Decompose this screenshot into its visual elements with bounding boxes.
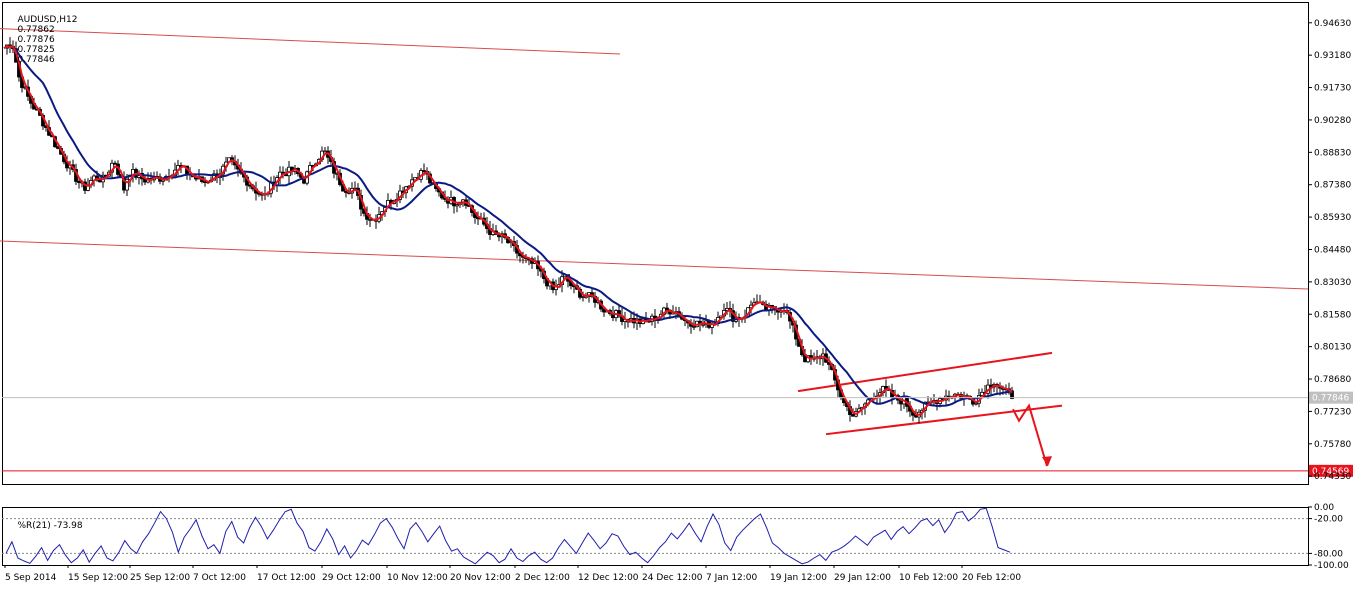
candle-body [581, 296, 585, 298]
current-price-label: 0.77846 [1312, 394, 1349, 404]
x-tick-label: 2 Dec 12:00 [515, 573, 570, 583]
wpr-header: %R(21) -73.98 [6, 511, 83, 541]
fast-moving-average [3, 45, 1013, 416]
wpr-y-tick-label: -20.00 [1314, 515, 1343, 525]
price-frame [2, 2, 1309, 485]
candle-body [77, 180, 81, 183]
level-price-box [1309, 464, 1353, 477]
candle-body [1010, 390, 1014, 399]
candle-body [98, 179, 102, 183]
y-tick-label: 0.83030 [1314, 278, 1351, 288]
y-tick-label: 0.75780 [1314, 440, 1351, 450]
wpr-y-tick-label: -80.00 [1314, 549, 1343, 559]
candle-body [113, 162, 117, 165]
symbol-title: AUDUSD,H12 [17, 15, 78, 25]
y-tick-label: 0.77230 [1314, 407, 1351, 417]
x-tick-label: 17 Oct 12:00 [257, 573, 316, 583]
wpr-frame [2, 507, 1309, 566]
y-tick-label: 0.81580 [1314, 310, 1351, 320]
y-tick-label: 0.88830 [1314, 148, 1351, 158]
quote-open: 0.77862 [17, 25, 55, 35]
y-tick-label: 0.91730 [1314, 84, 1351, 94]
x-tick-label: 10 Nov 12:00 [387, 573, 448, 583]
candle-body [617, 310, 621, 317]
quote-high: 0.77876 [17, 35, 55, 45]
current-price-box [1309, 391, 1353, 404]
y-tick-label: 0.84480 [1314, 245, 1351, 255]
candle-body [692, 325, 696, 328]
candle-body [974, 402, 978, 405]
x-tick-label: 12 Dec 12:00 [578, 573, 639, 583]
y-tick-label: 0.94630 [1314, 19, 1351, 29]
trend-line [825, 404, 1063, 436]
x-tick-label: 10 Feb 12:00 [899, 573, 958, 583]
x-tick-label: 29 Oct 12:00 [322, 573, 381, 583]
forecast-arrow-path [1012, 403, 1048, 467]
x-tick-label: 19 Jan 12:00 [770, 573, 827, 583]
slow-moving-average [3, 45, 1012, 408]
x-tick-label: 5 Sep 2014 [5, 573, 57, 583]
y-tick-label: 0.90280 [1314, 116, 1351, 126]
y-tick-label: 0.74330 [1314, 472, 1351, 482]
quote-close: 0.77846 [17, 55, 55, 65]
x-tick-label: 25 Sep 12:00 [130, 573, 190, 583]
wpr-y-tick-label: 0.00 [1314, 503, 1334, 513]
x-tick-label: 29 Jan 12:00 [834, 573, 891, 583]
x-tick-label: 15 Sep 12:00 [68, 573, 128, 583]
candle-body [455, 204, 459, 207]
candle-body [422, 170, 426, 172]
x-tick-label: 7 Jan 12:00 [706, 573, 758, 583]
candle-body [323, 150, 327, 153]
forecast-arrow-head [1042, 456, 1052, 467]
wpr-line [5, 507, 1011, 565]
y-tick-label: 0.87380 [1314, 181, 1351, 191]
candle-body [851, 414, 855, 417]
candle-body [368, 218, 372, 221]
trend-line [0, 28, 621, 55]
x-tick-label: 20 Feb 12:00 [962, 573, 1021, 583]
wpr-y-tick-label: -100.00 [1314, 561, 1349, 571]
x-tick-label: 7 Oct 12:00 [193, 573, 246, 583]
y-tick-label: 0.93180 [1314, 51, 1351, 61]
chart-header: AUDUSD,H12 0.77862 0.77876 0.77825 0.778… [6, 5, 77, 75]
level-price-label: 0.74569 [1312, 467, 1349, 477]
candle-body [125, 178, 129, 191]
y-tick-label: 0.85930 [1314, 213, 1351, 223]
y-tick-label: 0.78680 [1314, 375, 1351, 385]
quote-low: 0.77825 [17, 45, 55, 55]
x-tick-label: 24 Dec 12:00 [642, 573, 703, 583]
trend-line [0, 240, 1309, 290]
y-tick-label: 0.80130 [1314, 343, 1351, 353]
x-tick-label: 20 Nov 12:00 [450, 573, 511, 583]
candle-body [281, 171, 285, 174]
wpr-title: %R(21) -73.98 [17, 521, 83, 531]
